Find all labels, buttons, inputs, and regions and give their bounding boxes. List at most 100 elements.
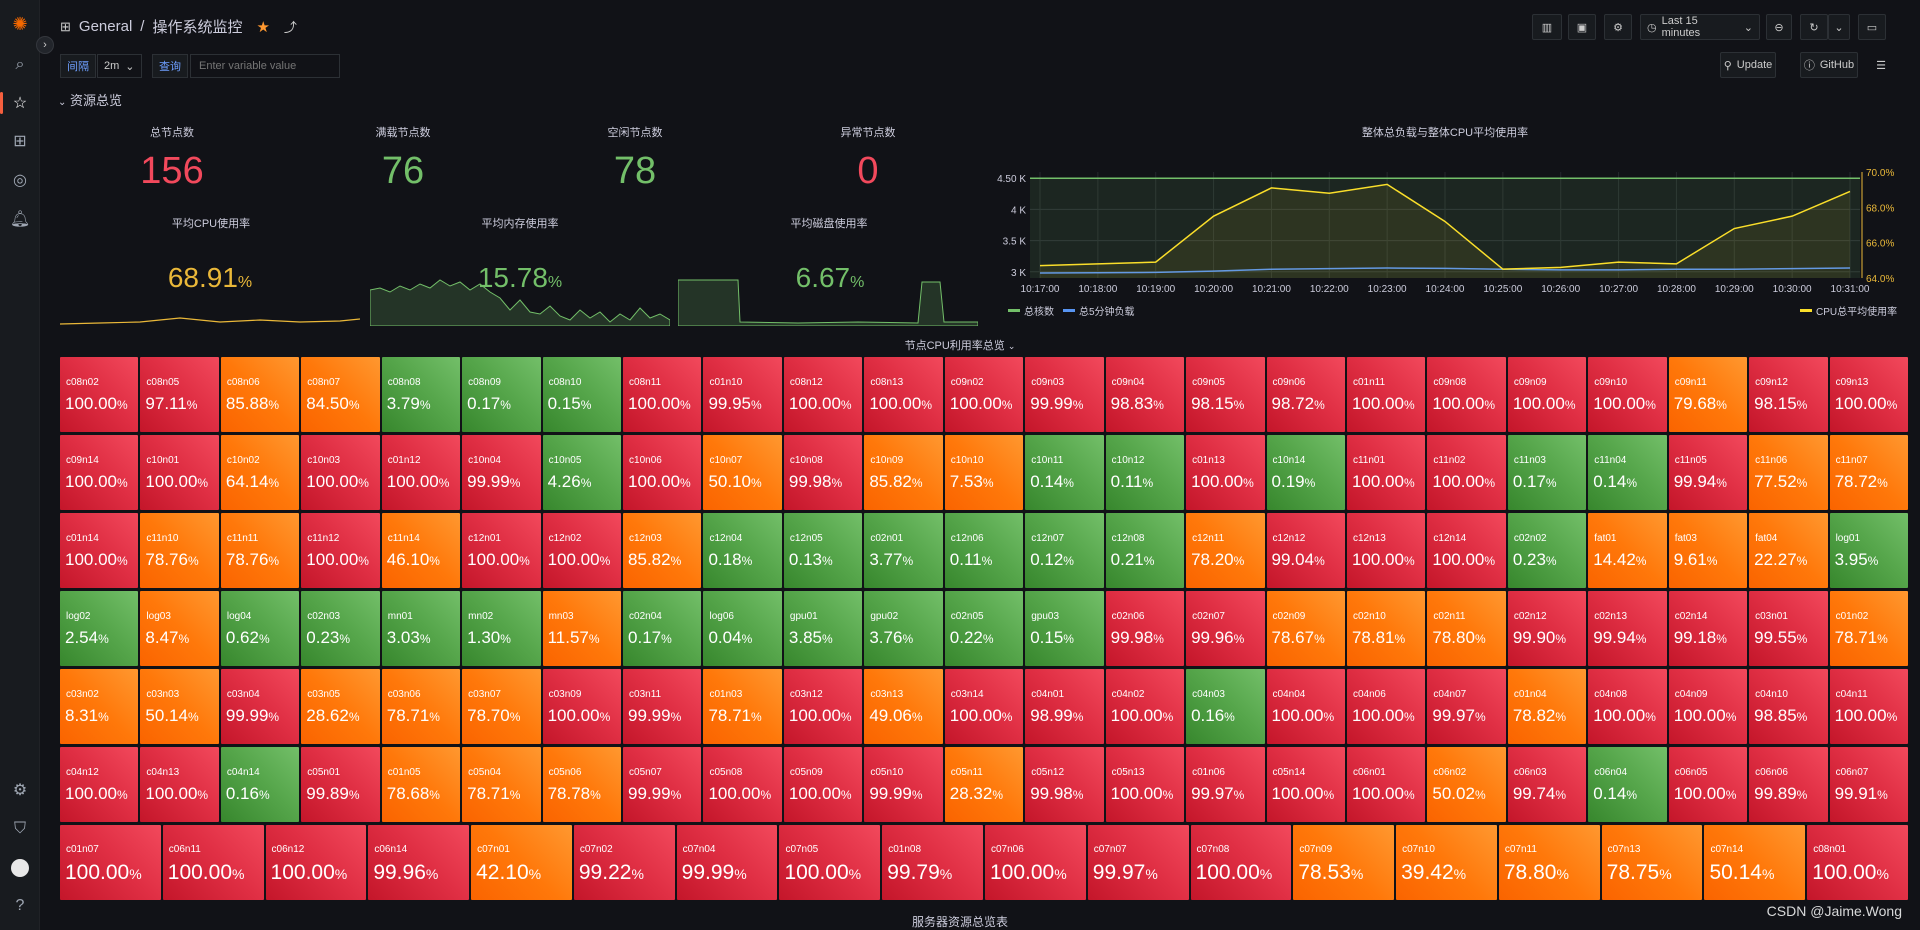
time-picker-button[interactable]: ◷ Last 15 minutes ⌄ <box>1640 14 1760 40</box>
node-tile[interactable]: c11n04 0.14% <box>1588 435 1667 510</box>
node-tile[interactable]: c01n13 100.00% <box>1186 435 1265 510</box>
node-tile[interactable]: c12n12 99.04% <box>1266 513 1345 588</box>
node-tile[interactable]: fat04 22.27% <box>1749 513 1828 588</box>
node-tile[interactable]: c12n14 100.00% <box>1427 513 1506 588</box>
expand-nav-chevron-icon[interactable]: › <box>36 36 54 54</box>
node-tile[interactable]: c01n12 100.00% <box>381 435 461 510</box>
node-tile[interactable]: c11n12 100.00% <box>301 513 380 588</box>
node-tile[interactable]: c09n03 99.99% <box>1025 357 1104 432</box>
node-tile[interactable]: fat01 14.42% <box>1588 513 1667 588</box>
node-tile[interactable]: c09n08 100.00% <box>1427 357 1506 432</box>
alerting-bell-icon[interactable]: 🔔︎ <box>9 211 31 228</box>
node-tile[interactable]: c12n05 0.13% <box>783 513 863 588</box>
node-tile[interactable]: c04n14 0.16% <box>220 747 300 822</box>
node-tile[interactable]: c03n06 78.71% <box>381 669 461 744</box>
node-tile[interactable]: c07n13 78.75% <box>1601 825 1703 900</box>
node-tile[interactable]: c12n03 85.82% <box>623 513 702 588</box>
node-tile[interactable]: c08n01 100.00% <box>1807 825 1908 900</box>
dashboard-settings-button[interactable]: ⚙ <box>1604 14 1632 40</box>
node-tile[interactable]: c07n07 99.97% <box>1087 825 1189 900</box>
dashboards-icon[interactable]: ⊞ <box>13 133 27 150</box>
node-tile[interactable]: c12n13 100.00% <box>1346 513 1426 588</box>
node-tile[interactable]: c05n06 78.78% <box>542 747 622 822</box>
node-tile[interactable]: c10n03 100.00% <box>301 435 380 510</box>
interval-variable-select[interactable]: 2m ⌄ <box>97 54 142 78</box>
node-tile[interactable]: c03n09 100.00% <box>542 669 622 744</box>
node-tile[interactable]: c01n05 78.68% <box>381 747 461 822</box>
dashboard-title[interactable]: 操作系统监控 <box>152 19 243 36</box>
node-tile[interactable]: c03n14 100.00% <box>944 669 1024 744</box>
node-tile[interactable]: c08n13 100.00% <box>864 357 943 432</box>
node-tile[interactable]: c04n12 100.00% <box>60 747 139 822</box>
node-tile[interactable]: log06 0.04% <box>703 591 782 666</box>
node-tile[interactable]: c04n01 98.99% <box>1025 669 1104 744</box>
node-tile[interactable]: c07n02 99.22% <box>573 825 675 900</box>
row-header-resources[interactable]: ⌄ 资源总览 <box>58 90 122 109</box>
node-tile[interactable]: c02n14 99.18% <box>1668 591 1748 666</box>
node-tile[interactable]: c09n06 98.72% <box>1266 357 1345 432</box>
node-tile[interactable]: c10n14 0.19% <box>1266 435 1345 510</box>
node-tile[interactable]: c02n11 78.80% <box>1427 591 1506 666</box>
heatmap-panel-title[interactable]: 节点CPU利用率总览 ⌄ <box>0 337 1920 353</box>
node-tile[interactable]: c06n06 99.89% <box>1749 747 1828 822</box>
github-link[interactable]: ⓘ GitHub <box>1800 52 1858 78</box>
node-tile[interactable]: c04n03 0.16% <box>1186 669 1265 744</box>
node-tile[interactable]: c10n01 100.00% <box>140 435 219 510</box>
node-tile[interactable]: c12n06 0.11% <box>944 513 1024 588</box>
node-tile[interactable]: c12n07 0.12% <box>1025 513 1104 588</box>
node-tile[interactable]: c11n01 100.00% <box>1346 435 1426 510</box>
node-tile[interactable]: c06n01 100.00% <box>1346 747 1426 822</box>
node-tile[interactable]: c11n05 99.94% <box>1668 435 1748 510</box>
node-tile[interactable]: gpu02 3.76% <box>864 591 943 666</box>
node-tile[interactable]: c08n12 100.00% <box>783 357 863 432</box>
node-tile[interactable]: c06n03 99.74% <box>1507 747 1587 822</box>
node-tile[interactable]: c01n06 99.97% <box>1186 747 1265 822</box>
node-tile[interactable]: c08n05 97.11% <box>140 357 219 432</box>
node-tile[interactable]: c04n10 98.85% <box>1749 669 1828 744</box>
node-tile[interactable]: c02n06 99.98% <box>1105 591 1185 666</box>
node-tile[interactable]: gpu01 3.85% <box>783 591 863 666</box>
node-tile[interactable]: c03n07 78.70% <box>462 669 541 744</box>
node-tile[interactable]: c01n03 78.71% <box>703 669 782 744</box>
node-tile[interactable]: c03n01 99.55% <box>1749 591 1828 666</box>
query-variable-input[interactable] <box>190 54 340 78</box>
legend-item-cpu-avg[interactable]: CPU总平均使用率 <box>1800 303 1897 318</box>
node-tile[interactable]: c01n02 78.71% <box>1829 591 1908 666</box>
node-tile[interactable]: c07n04 99.99% <box>676 825 778 900</box>
node-tile[interactable]: c02n12 99.90% <box>1507 591 1587 666</box>
node-tile[interactable]: c05n09 100.00% <box>783 747 863 822</box>
node-tile[interactable]: c09n04 98.83% <box>1105 357 1185 432</box>
node-tile[interactable]: c12n01 100.00% <box>462 513 541 588</box>
node-tile[interactable]: c09n10 100.00% <box>1588 357 1667 432</box>
node-tile[interactable]: c04n09 100.00% <box>1668 669 1748 744</box>
node-tile[interactable]: c08n08 3.79% <box>381 357 461 432</box>
legend-item-load5[interactable]: 总5分钟负载 <box>1063 303 1135 318</box>
node-tile[interactable]: c07n08 100.00% <box>1190 825 1292 900</box>
node-tile[interactable]: c02n04 0.17% <box>623 591 702 666</box>
node-tile[interactable]: c07n09 78.53% <box>1293 825 1395 900</box>
server-admin-shield-icon[interactable]: ⛉ <box>13 820 26 837</box>
node-tile[interactable]: c12n04 0.18% <box>703 513 782 588</box>
node-tile[interactable]: log04 0.62% <box>220 591 300 666</box>
node-tile[interactable]: c05n11 28.32% <box>944 747 1024 822</box>
node-tile[interactable]: c03n04 99.99% <box>220 669 300 744</box>
node-tile[interactable]: c07n10 39.42% <box>1396 825 1497 900</box>
node-tile[interactable]: c05n08 100.00% <box>703 747 782 822</box>
node-tile[interactable]: c11n07 78.72% <box>1829 435 1908 510</box>
node-tile[interactable]: c06n14 99.96% <box>368 825 470 900</box>
node-tile[interactable]: c04n13 100.00% <box>140 747 219 822</box>
configuration-gear-icon[interactable]: ⚙ <box>12 782 28 799</box>
node-tile[interactable]: c07n14 50.14% <box>1704 825 1806 900</box>
node-tile[interactable]: c06n02 50.02% <box>1427 747 1506 822</box>
node-tile[interactable]: c02n13 99.94% <box>1588 591 1667 666</box>
node-tile[interactable]: c01n10 99.95% <box>703 357 782 432</box>
node-tile[interactable]: mn01 3.03% <box>381 591 461 666</box>
node-tile[interactable]: c05n13 100.00% <box>1105 747 1185 822</box>
node-tile[interactable]: c09n13 100.00% <box>1829 357 1908 432</box>
node-tile[interactable]: log01 3.95% <box>1829 513 1908 588</box>
node-tile[interactable]: c07n06 100.00% <box>985 825 1086 900</box>
node-tile[interactable]: c03n12 100.00% <box>783 669 863 744</box>
tv-mode-button[interactable]: ▭ <box>1858 14 1886 40</box>
node-tile[interactable]: c10n06 100.00% <box>623 435 702 510</box>
node-tile[interactable]: c05n01 99.89% <box>301 747 380 822</box>
